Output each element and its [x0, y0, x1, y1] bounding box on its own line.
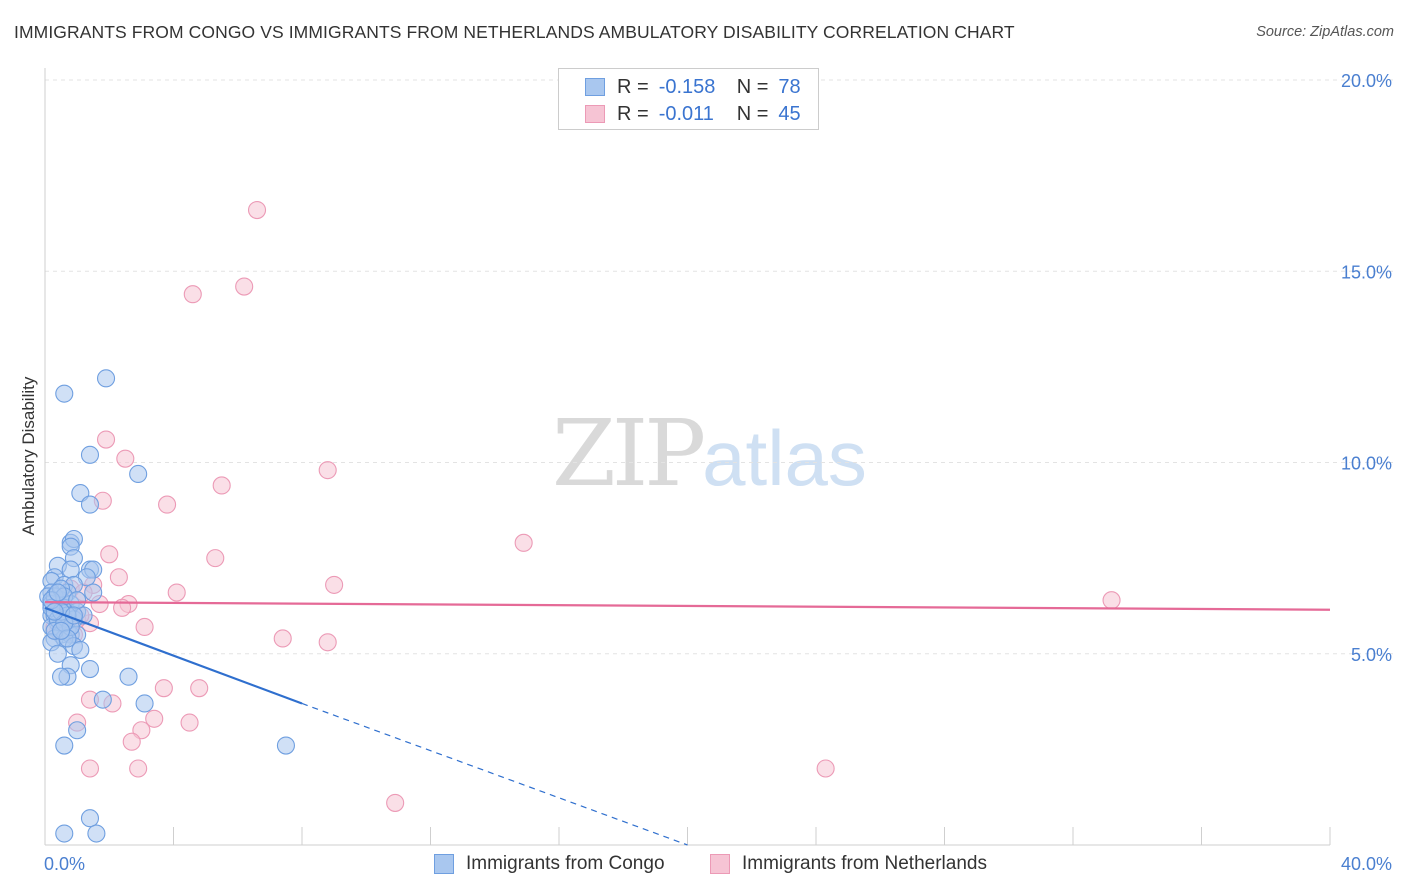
netherlands-point: [180, 713, 199, 732]
congo-point: [52, 621, 71, 640]
chart-title: IMMIGRANTS FROM CONGO VS IMMIGRANTS FROM…: [14, 22, 1015, 42]
netherlands-point: [122, 732, 141, 751]
source-credit: Source: ZipAtlas.com: [1256, 24, 1394, 40]
watermark-zip: ZIP: [552, 400, 706, 507]
netherlands-point: [129, 759, 148, 778]
y-tick-label: 15.0%: [1341, 262, 1392, 282]
congo-point: [119, 667, 138, 686]
congo-point: [68, 591, 87, 610]
legend-row-congo: R = -0.158 N = 78: [585, 76, 801, 98]
trend-lines: [44, 601, 1331, 846]
netherlands-point: [816, 759, 835, 778]
r-label: R =: [617, 75, 649, 98]
legend-row-netherlands: R = -0.011 N = 45: [585, 103, 801, 125]
congo-point: [129, 464, 148, 484]
y-tick-label: 10.0%: [1341, 454, 1392, 474]
n-label: N =: [736, 75, 769, 98]
congo-point: [55, 824, 74, 843]
netherlands-point: [167, 583, 186, 602]
congo-point: [96, 369, 116, 388]
netherlands-point: [116, 449, 135, 468]
congo-point: [80, 809, 100, 828]
netherlands-point: [318, 461, 337, 480]
watermark-atlas: atlas: [702, 414, 867, 502]
watermark: ZIPatlas: [552, 400, 867, 507]
netherlands-point: [154, 679, 173, 698]
netherlands-point: [1102, 591, 1121, 610]
netherlands-point: [386, 793, 405, 812]
netherlands-trend-line: [44, 601, 1331, 611]
netherlands-point: [212, 476, 231, 495]
netherlands-point: [145, 709, 164, 728]
netherlands-point: [135, 617, 154, 637]
x-tick-label: 40.0%: [1341, 854, 1392, 874]
x-tick-label: 0.0%: [44, 854, 85, 874]
congo-legend-swatch: [434, 854, 454, 874]
axes: [44, 68, 1331, 846]
congo-point: [80, 659, 100, 679]
congo-point: [48, 583, 67, 602]
congo-point: [80, 445, 100, 464]
netherlands-point: [100, 545, 119, 564]
y-tick-label: 5.0%: [1351, 645, 1392, 665]
tick-labels: 5.0% 10.0% 15.0% 20.0% 0.0% 40.0%: [44, 71, 1392, 874]
congo-trend-line: [301, 702, 688, 846]
legend-item-netherlands: Immigrants from Netherlands: [710, 852, 987, 876]
netherlands-point: [96, 430, 116, 449]
netherlands-point: [318, 633, 337, 652]
congo-point: [61, 560, 80, 579]
netherlands-point: [80, 759, 100, 778]
grid-lines: [45, 79, 1395, 655]
netherlands-point: [325, 575, 344, 594]
netherlands-point: [190, 679, 209, 698]
congo-point: [276, 736, 295, 755]
congo-point: [52, 667, 71, 686]
stats-legend: R = -0.158 N = 78 R = -0.011 N = 45: [558, 68, 819, 130]
legend-item-congo: Immigrants from Congo: [434, 852, 665, 876]
congo-legend-label: Immigrants from Congo: [466, 853, 665, 874]
r-label: R =: [617, 102, 649, 125]
congo-trend-line: [44, 606, 303, 705]
n-label: N =: [736, 102, 769, 125]
congo-swatch: [585, 78, 605, 96]
congo-point: [68, 721, 87, 740]
congo-point: [71, 640, 90, 659]
congo-point: [87, 824, 106, 843]
congo-point: [93, 690, 112, 709]
netherlands-points: [45, 201, 1121, 812]
netherlands-point: [183, 285, 202, 304]
netherlands-point: [514, 533, 533, 552]
netherlands-legend-swatch: [710, 854, 730, 874]
n-value: 45: [778, 102, 801, 125]
netherlands-point: [109, 568, 128, 587]
congo-point: [135, 694, 154, 713]
netherlands-swatch: [585, 105, 605, 123]
netherlands-legend-label: Immigrants from Netherlands: [742, 853, 987, 874]
netherlands-point: [235, 277, 254, 296]
congo-point: [80, 495, 100, 514]
congo-point: [55, 384, 74, 403]
netherlands-point: [206, 549, 225, 568]
netherlands-point: [158, 495, 177, 514]
y-tick-label: 20.0%: [1341, 71, 1392, 91]
y-axis-label: Ambulatory Disability: [19, 376, 38, 535]
netherlands-point: [273, 629, 292, 648]
netherlands-point: [247, 201, 267, 220]
congo-points: [39, 369, 295, 843]
congo-point: [84, 583, 103, 602]
congo-point: [48, 644, 67, 663]
n-value: 78: [778, 75, 801, 98]
r-value: -0.158: [658, 75, 716, 98]
r-value: -0.011: [658, 102, 714, 125]
congo-point: [55, 736, 74, 755]
